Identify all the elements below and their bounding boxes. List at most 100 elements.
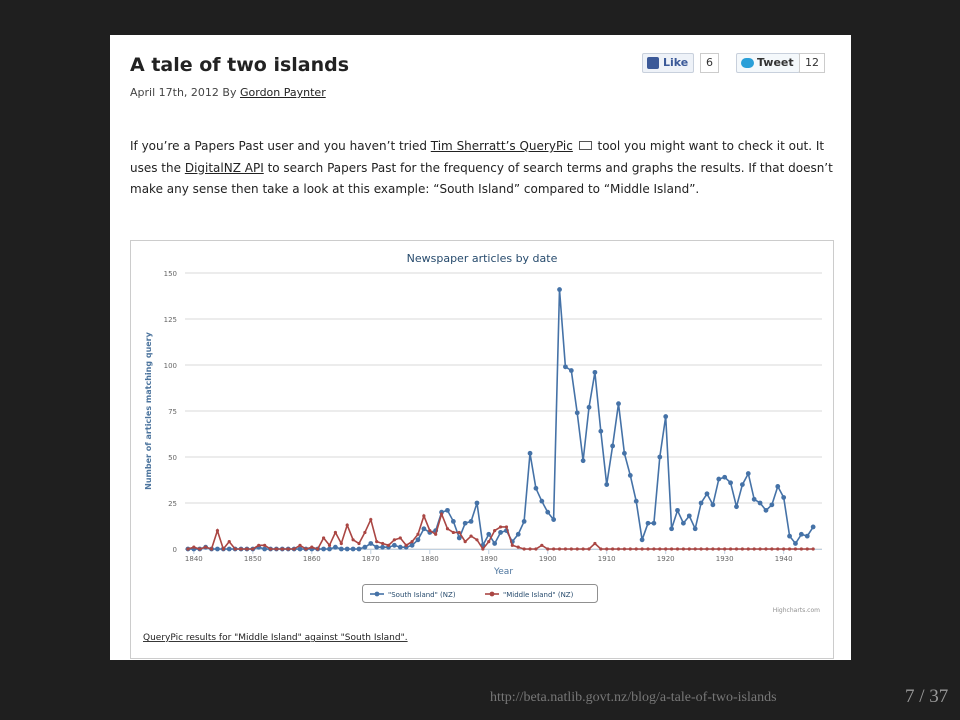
data-point <box>510 543 514 547</box>
legend-label: "Middle Island" (NZ) <box>503 591 574 599</box>
text: to search Papers Past for the frequency … <box>130 160 833 197</box>
link[interactable]: Tim Sherratt’s QueryPic <box>430 139 573 153</box>
data-point <box>327 543 332 547</box>
like-button[interactable]: Like <box>642 53 695 73</box>
data-point <box>392 538 396 542</box>
data-point <box>227 540 231 544</box>
data-point <box>639 537 645 543</box>
data-point <box>799 547 803 551</box>
data-point <box>669 526 674 532</box>
data-point <box>304 547 308 551</box>
data-point <box>487 540 491 544</box>
data-point <box>415 537 421 543</box>
data-point <box>616 547 621 551</box>
data-point <box>226 546 232 552</box>
data-point <box>699 547 703 551</box>
data-point <box>568 368 574 373</box>
data-point <box>811 547 815 551</box>
facebook-icon <box>647 57 659 69</box>
twitter-icon <box>741 58 754 68</box>
data-point <box>651 520 657 526</box>
data-point <box>416 532 420 536</box>
legend-label: "South Island" (NZ) <box>388 591 456 599</box>
data-point <box>310 545 314 549</box>
data-point <box>728 480 733 486</box>
data-point <box>522 547 526 551</box>
data-point <box>657 454 663 460</box>
x-axis-label: Year <box>493 567 513 577</box>
data-point <box>386 543 391 547</box>
data-point <box>751 496 757 502</box>
data-point <box>782 547 786 551</box>
data-point <box>209 547 214 551</box>
data-point <box>468 519 474 524</box>
data-point <box>398 536 402 540</box>
post-meta: April 17th, 2012 By Gordon Paynter <box>130 86 326 99</box>
legend-box <box>362 584 598 603</box>
data-point <box>297 546 303 552</box>
data-point <box>622 450 627 456</box>
x-tick-label: 1910 <box>598 555 616 563</box>
external-icon <box>578 141 592 150</box>
data-point <box>746 547 750 551</box>
data-point <box>380 541 385 546</box>
data-point <box>705 547 709 551</box>
data-point <box>475 538 479 542</box>
data-point <box>645 520 651 526</box>
data-point <box>451 530 455 535</box>
tweet-button[interactable]: Tweet <box>736 53 800 73</box>
x-tick-label: 1920 <box>657 555 675 563</box>
data-point <box>758 547 762 551</box>
author-link[interactable]: Gordon Paynter <box>239 86 326 99</box>
data-point <box>533 485 539 491</box>
data-point <box>675 547 680 551</box>
data-point <box>445 527 450 531</box>
post-date: April 17th, 2012 <box>130 86 219 99</box>
x-tick-label: 1880 <box>421 555 439 563</box>
data-point <box>757 500 763 506</box>
data-point <box>344 546 350 552</box>
link[interactable]: DigitalNZ API <box>184 160 264 175</box>
legend-marker <box>374 591 380 597</box>
data-point <box>298 543 302 547</box>
data-point <box>221 547 225 551</box>
data-point <box>769 502 775 508</box>
legend-marker <box>489 591 495 597</box>
caption-link[interactable]: QueryPic results for "Middle Island" aga… <box>143 633 408 643</box>
data-point <box>627 473 633 478</box>
data-point <box>599 547 603 551</box>
data-point <box>723 547 727 551</box>
data-point <box>545 509 551 515</box>
data-point <box>675 507 680 513</box>
data-point <box>686 513 692 519</box>
x-tick-label: 1850 <box>244 555 262 563</box>
data-point <box>215 546 220 552</box>
data-point <box>763 507 769 513</box>
data-point <box>474 500 480 506</box>
data-point <box>369 517 373 522</box>
data-point <box>563 364 568 370</box>
data-point <box>692 526 698 532</box>
data-point <box>711 547 715 551</box>
data-point <box>593 541 597 546</box>
data-point <box>357 541 361 546</box>
chart-title: Newspaper articles by date <box>407 252 558 265</box>
x-tick-label: 1840 <box>185 555 203 563</box>
data-point <box>192 545 196 549</box>
data-point <box>704 491 710 497</box>
data-point <box>333 530 338 535</box>
data-point <box>375 540 379 544</box>
data-point <box>463 540 467 544</box>
data-point <box>693 547 697 551</box>
data-point <box>469 534 473 538</box>
data-point <box>439 512 444 516</box>
data-point <box>528 547 532 551</box>
data-point <box>787 533 792 539</box>
data-point <box>728 547 733 551</box>
x-tick-label: 1940 <box>775 555 793 563</box>
data-point <box>351 538 355 542</box>
data-point <box>338 546 344 552</box>
y-tick-label: 50 <box>168 454 177 462</box>
data-point <box>498 530 503 535</box>
post-title: A tale of two islands <box>130 54 350 76</box>
